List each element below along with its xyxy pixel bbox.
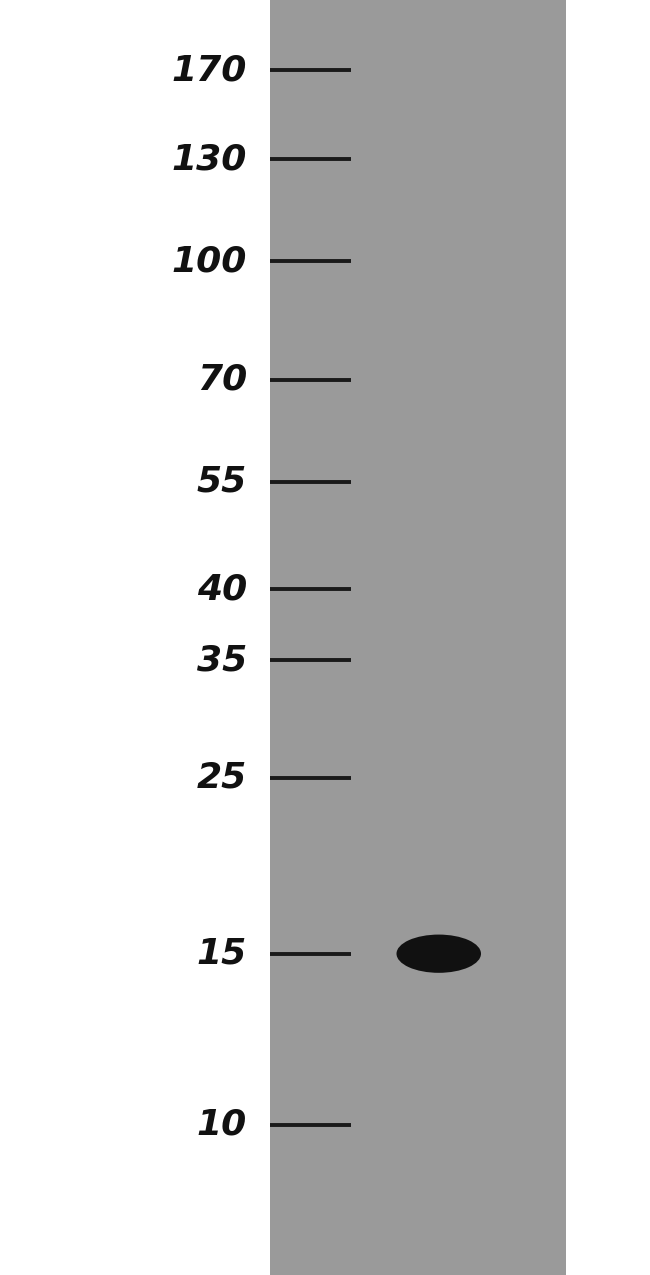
Bar [270, 0, 566, 1275]
Text: 100: 100 [172, 245, 247, 278]
Ellipse shape [396, 935, 481, 973]
Text: 40: 40 [197, 572, 247, 606]
Text: 130: 130 [172, 143, 247, 176]
Text: 170: 170 [172, 54, 247, 87]
Text: 55: 55 [197, 465, 247, 499]
Text: 15: 15 [197, 937, 247, 970]
Text: 25: 25 [197, 761, 247, 794]
Bar [566, 0, 650, 1275]
Text: 10: 10 [197, 1108, 247, 1141]
Text: 70: 70 [197, 363, 247, 397]
Text: 35: 35 [197, 644, 247, 677]
